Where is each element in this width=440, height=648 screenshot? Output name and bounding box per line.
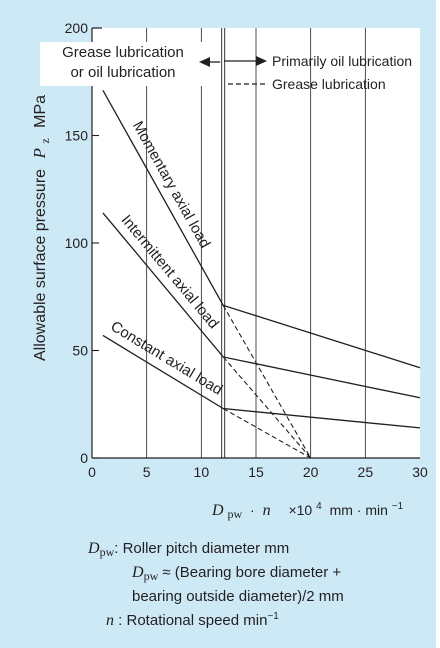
footnote-approx-sub: pw — [143, 569, 159, 583]
x-axis-dot: · — [250, 502, 255, 518]
x-tick-label-10: 10 — [194, 464, 210, 480]
y-tick-label-150: 150 — [65, 128, 89, 144]
y-tick-label-200: 200 — [65, 20, 89, 36]
legend-label-oil: Primarily oil lubrication — [272, 53, 412, 69]
series-grease-line-momentary — [222, 305, 312, 459]
series-grease-line-intermittent — [222, 356, 312, 459]
footnote-n: n : Rotational speed min−1 — [106, 611, 279, 630]
grid-lines — [146, 28, 366, 458]
footnote-dpw-symbol: D — [88, 540, 100, 557]
x-tick-label-15: 15 — [248, 464, 264, 480]
y-tick-label-0: 0 — [80, 450, 88, 466]
x-tick-label-25: 25 — [358, 464, 374, 480]
region-arrow-head — [199, 57, 210, 67]
x-axis-unit-exponent: −1 — [392, 501, 404, 512]
footnote-dpw-def: Roller pitch diameter mm — [122, 540, 290, 557]
x-axis-var: n — [263, 502, 271, 519]
footnote-n-colon: : — [114, 612, 123, 629]
x-axis-label: D pw · n ×10 4 mm · min −1 — [211, 496, 404, 521]
x-tick-label-20: 20 — [303, 464, 319, 480]
footnote-approx-symbol: D — [132, 564, 144, 581]
footnote-n-exp: −1 — [267, 611, 279, 622]
y-axis-title: Allowable surface pressure — [32, 169, 49, 361]
footnote-n-symbol: n — [106, 612, 114, 629]
footnote-approx: Dpw ≈ (Bearing bore diameter + — [132, 564, 342, 583]
y-tick-label-100: 100 — [65, 235, 89, 251]
tick-labels: 0 50 100 150 200 0 5 10 15 20 25 30 — [65, 20, 428, 480]
footnote-dpw-sub: pw — [99, 545, 115, 559]
footnote-approx-text: ≈ (Bearing bore diameter + — [158, 564, 342, 581]
series-grease-line-constant — [222, 408, 311, 459]
legend-arrow-head — [256, 56, 267, 66]
x-axis-subscript: pw — [227, 507, 242, 521]
y-axis-label: Allowable surface pressure P z MPa — [30, 95, 53, 361]
region-labels: Grease lubrication or oil lubrication — [40, 42, 221, 86]
region-label-line-0: Grease lubrication — [62, 44, 184, 61]
series-lines — [102, 90, 421, 459]
footnote-n-def: Rotational speed min — [122, 612, 268, 629]
x-tick-label-5: 5 — [143, 464, 151, 480]
x-axis-symbol: D — [211, 502, 224, 519]
legend-item-grease: Grease lubrication — [228, 76, 386, 92]
x-tick-label-0: 0 — [88, 464, 96, 480]
y-axis-subscript: z — [38, 138, 52, 143]
footnote-approx-line2: bearing outside diameter)/2 mm — [132, 588, 344, 605]
footnote-dpw: Dpw: Roller pitch diameter mm — [88, 540, 290, 559]
y-tick-label-50: 50 — [72, 343, 88, 359]
legend: Primarily oil lubrication Grease lubrica… — [224, 53, 412, 92]
x-axis-multiplier: ×10 — [288, 502, 312, 518]
footnote-approx-text2: bearing outside diameter)/2 mm — [132, 588, 344, 605]
region-label-line-1: or oil lubrication — [70, 64, 175, 81]
x-axis-exponent: 4 — [316, 501, 322, 512]
x-axis-unit: mm · min — [330, 502, 388, 518]
region-label-backing — [40, 42, 202, 86]
legend-item-oil: Primarily oil lubrication — [224, 53, 412, 69]
axes — [91, 27, 420, 459]
x-tick-label-30: 30 — [412, 464, 428, 480]
footnote-dpw-colon: : — [114, 540, 119, 557]
y-axis-symbol: P — [30, 148, 49, 159]
legend-label-grease: Grease lubrication — [272, 76, 386, 92]
y-axis-unit: MPa — [32, 95, 49, 128]
